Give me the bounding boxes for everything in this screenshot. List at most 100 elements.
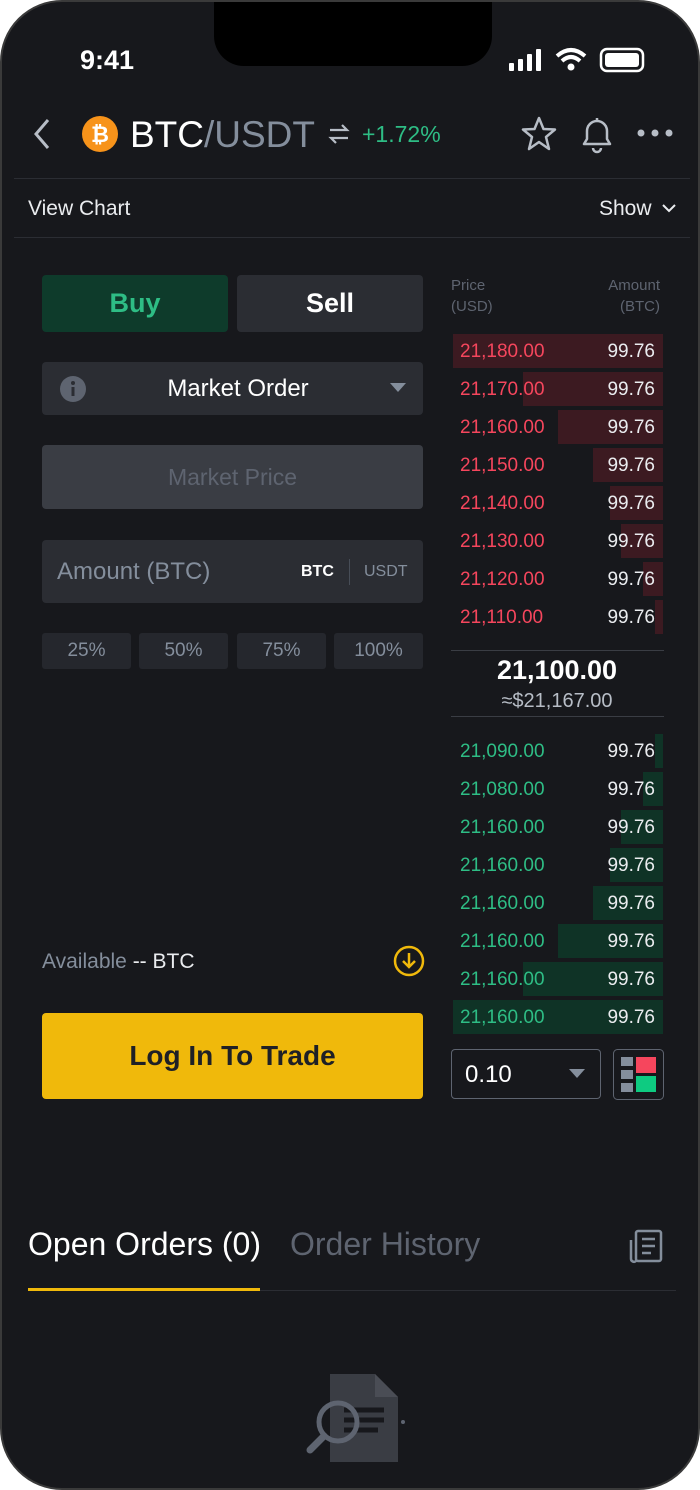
amount: 99.76: [607, 417, 655, 438]
open-orders-tab[interactable]: Open Orders (0): [28, 1226, 261, 1262]
status-time: 9:41: [80, 45, 135, 75]
bid-row[interactable]: 21,160.00 99.76: [451, 1000, 663, 1034]
depth-bar: [593, 448, 663, 482]
more-button[interactable]: [636, 126, 674, 140]
depth-bar: [453, 1000, 663, 1034]
swap-icon[interactable]: [327, 122, 351, 146]
divider: [14, 178, 690, 179]
depth-bar: [523, 372, 663, 406]
amount: 99.76: [607, 969, 655, 990]
available-label: Available: [42, 950, 127, 973]
price: 21,160.00: [460, 417, 545, 438]
status-icons: [509, 47, 645, 73]
pair[interactable]: BTC/USDT: [130, 116, 315, 153]
percent-button[interactable]: 75%: [237, 633, 326, 669]
divider: [451, 716, 664, 717]
deposit-icon[interactable]: [392, 944, 426, 978]
dropdown-caret: [569, 1069, 585, 1078]
price: 21,180.00: [460, 341, 545, 362]
info-icon[interactable]: [59, 375, 87, 403]
depth-bar: [643, 562, 663, 596]
price: 21,150.00: [460, 455, 545, 476]
pair-base: BTC: [130, 114, 204, 155]
price: 21,160.00: [460, 931, 545, 952]
depth-bar: [558, 410, 663, 444]
orders-icon[interactable]: [628, 1228, 664, 1264]
order-type-select[interactable]: [42, 362, 423, 415]
ask-row[interactable]: 21,150.00 99.76: [451, 448, 663, 482]
sell-tab[interactable]: Sell: [237, 275, 423, 332]
ask-row[interactable]: 21,130.00 99.76: [451, 524, 663, 558]
depth-bar: [610, 848, 663, 882]
amount-input[interactable]: [42, 540, 423, 603]
bid-row[interactable]: 21,160.00 99.76: [451, 810, 663, 844]
amount: 99.76: [607, 1007, 655, 1028]
bid-row[interactable]: 21,160.00 99.76: [451, 886, 663, 920]
depth-bar: [655, 600, 663, 634]
depth-bar: [621, 524, 663, 558]
percent-button[interactable]: 100%: [334, 633, 423, 669]
price: 21,090.00: [460, 741, 545, 762]
ask-row[interactable]: 21,160.00 99.76: [451, 410, 663, 444]
bid-row[interactable]: 21,160.00 99.76: [451, 962, 663, 996]
percent-button[interactable]: 50%: [139, 633, 228, 669]
order-history-tab[interactable]: Order History: [290, 1226, 481, 1262]
price: 21,160.00: [460, 1007, 545, 1028]
depth-bar: [523, 962, 663, 996]
price: 21,140.00: [460, 493, 545, 514]
depth-bar: [610, 486, 663, 520]
amount-unit: (BTC): [620, 298, 660, 315]
unit-quote[interactable]: USDT: [364, 563, 408, 580]
price: 21,160.00: [460, 893, 545, 914]
percent-button[interactable]: 25%: [42, 633, 131, 669]
active-tab-indicator: [28, 1288, 260, 1291]
amount-placeholder: Amount (BTC): [57, 558, 211, 585]
amount: 99.76: [607, 741, 655, 762]
price: 21,110.00: [460, 607, 544, 628]
depth-bar: [643, 772, 663, 806]
book-layout-button[interactable]: [613, 1049, 664, 1100]
precision-select[interactable]: [451, 1049, 601, 1099]
svg-text:₿: ₿: [91, 123, 109, 148]
last-price: 21,100.00: [496, 655, 618, 685]
ask-row[interactable]: 21,120.00 99.76: [451, 562, 663, 596]
amount: 99.76: [607, 379, 655, 400]
divider: [451, 650, 664, 651]
bid-row[interactable]: 21,160.00 99.76: [451, 848, 663, 882]
back-button[interactable]: [30, 116, 58, 152]
amount: 99.76: [607, 455, 655, 476]
amount: 99.76: [607, 817, 655, 838]
ask-row[interactable]: 21,170.00 99.76: [451, 372, 663, 406]
login-button[interactable]: Log In To Trade: [42, 1013, 423, 1099]
depth-bar: [453, 334, 663, 368]
price: 21,080.00: [460, 779, 545, 800]
divider: [28, 1290, 676, 1291]
buy-tab[interactable]: Buy: [42, 275, 228, 332]
price-unit: (USD): [451, 298, 493, 315]
depth-bar: [621, 810, 663, 844]
amount: 99.76: [607, 855, 655, 876]
bid-row[interactable]: 21,160.00 99.76: [451, 924, 663, 958]
depth-bar: [593, 886, 663, 920]
ask-row[interactable]: 21,180.00 99.76: [451, 334, 663, 368]
empty-state-icon: [306, 1374, 405, 1462]
last-price-fiat: ≈$21,167.00: [501, 690, 613, 712]
amount: 99.76: [607, 893, 655, 914]
available-value: -- BTC: [132, 950, 195, 973]
bid-row[interactable]: 21,080.00 99.76: [451, 772, 663, 806]
favorite-button[interactable]: [520, 115, 558, 153]
ask-row[interactable]: 21,110.00 99.76: [451, 600, 663, 634]
depth-bar: [558, 924, 663, 958]
bid-row[interactable]: 21,090.00 99.76: [451, 734, 663, 768]
view-chart[interactable]: View Chart: [28, 197, 131, 220]
amount: 99.76: [607, 493, 655, 514]
unit-base[interactable]: BTC: [301, 563, 334, 580]
ask-row[interactable]: 21,140.00 99.76: [451, 486, 663, 520]
depth-bar: [655, 734, 663, 768]
show-toggle[interactable]: Show: [599, 197, 652, 220]
divider: [14, 237, 690, 238]
alert-button[interactable]: [578, 114, 616, 154]
price: 21,170.00: [460, 379, 545, 400]
